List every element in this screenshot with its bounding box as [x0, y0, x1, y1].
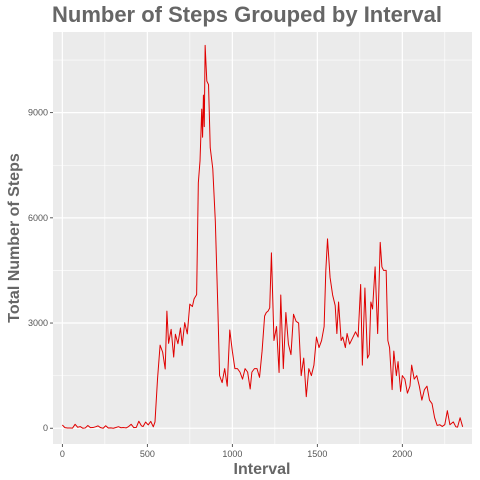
y-tick-label: 6000: [28, 213, 48, 223]
grid-minor: [53, 32, 472, 444]
x-axis-title: Interval: [234, 461, 291, 478]
chart-title: Number of Steps Grouped by Interval: [52, 2, 442, 27]
plot-panel: [53, 32, 472, 444]
y-axis-title: Total Number of Steps: [6, 153, 23, 323]
series-layer: [61, 44, 464, 429]
y-tick-label: 9000: [28, 108, 48, 118]
x-tick-label: 1000: [222, 449, 242, 459]
x-tick-label: 1500: [307, 449, 327, 459]
y-tick-label: 0: [43, 423, 48, 433]
x-tick-label: 2000: [392, 449, 412, 459]
series-line-0: [61, 44, 464, 429]
y-tick-label: 3000: [28, 318, 48, 328]
x-tick-label: 0: [60, 449, 65, 459]
x-tick-label: 500: [140, 449, 155, 459]
y-axis-ticks: 0 3000 6000 9000: [28, 108, 53, 433]
x-axis-ticks: 0 500 1000 1500 2000: [60, 444, 412, 459]
